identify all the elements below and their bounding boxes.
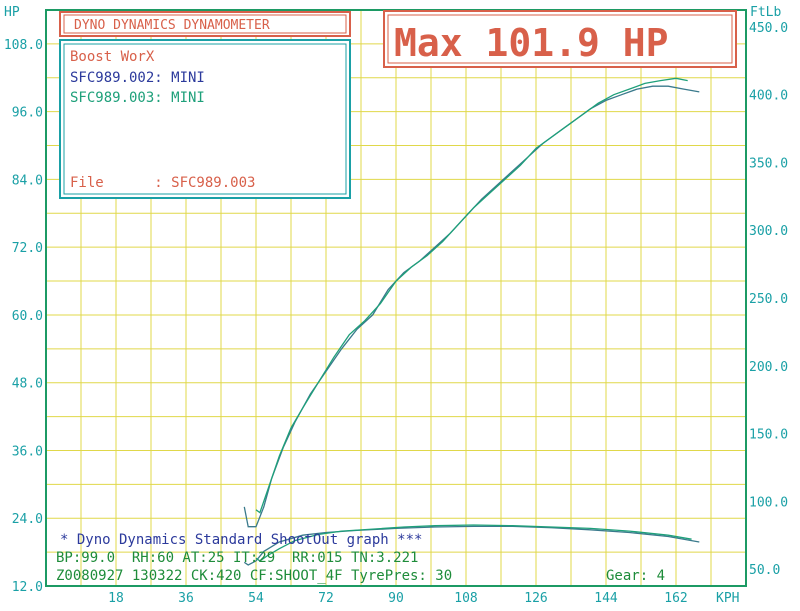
y-left-tick-label: 48.0 <box>12 377 43 392</box>
series-line-torque-1 <box>243 525 700 566</box>
power-torque-curves <box>243 77 700 566</box>
y-right-tick-label: 200.0 <box>749 360 788 375</box>
x-tick-label: 108 <box>454 591 477 606</box>
x-tick-label: 144 <box>594 591 618 606</box>
run-label-2: SFC989.003: MINI <box>70 90 205 106</box>
y-right-tick-label: 300.0 <box>749 224 788 239</box>
left-axis-unit: HP <box>4 5 20 20</box>
y-right-tick-label: 250.0 <box>749 292 788 307</box>
y-left-tick-label: 60.0 <box>12 309 43 324</box>
y-left-tick-label: 84.0 <box>12 173 43 188</box>
y-right-tick-label: 150.0 <box>749 428 788 443</box>
y-left-tick-label: 96.0 <box>12 106 43 121</box>
x-axis-unit: KPH <box>716 591 739 606</box>
y-right-tick-label: 450.0 <box>749 21 788 36</box>
x-tick-label: 72 <box>318 591 334 606</box>
y-right-tick-label: 100.0 <box>749 495 788 510</box>
x-tick-label: 18 <box>108 591 124 606</box>
max-hp-banner: Max 101.9 HP <box>383 10 737 68</box>
tick-labels: 12.0 24.0 36.0 48.0 60.0 72.0 84.0 96.0 108.0 50.… <box>4 21 788 606</box>
file-label: File : SFC989.003 <box>70 175 255 191</box>
series-line-power-2 <box>255 77 688 514</box>
x-tick-label: 54 <box>248 591 264 606</box>
series-line-torque-2 <box>255 524 692 562</box>
right-axis-unit: FtLb <box>750 5 781 20</box>
x-tick-label: 36 <box>178 591 194 606</box>
y-left-tick-label: 72.0 <box>12 241 43 256</box>
brand-banner: DYNO DYNAMICS DYNAMOMETER <box>59 11 351 37</box>
gear-label: Gear: 4 <box>606 568 665 584</box>
brand-title: DYNO DYNAMICS DYNAMOMETER <box>74 18 270 33</box>
footer-line-3: Z0080927 130322 CK:420 CF:SHOOT_4F TyreP… <box>56 568 452 584</box>
y-left-tick-label: 108.0 <box>4 38 43 53</box>
footer-info: * Dyno Dynamics Standard ShootOut graph … <box>56 532 665 584</box>
y-left-tick-label: 36.0 <box>12 444 43 459</box>
x-tick-label: 126 <box>524 591 547 606</box>
x-tick-label: 162 <box>664 591 687 606</box>
footer-line-2: BP:99.0 RH:60 AT:25 IT:29 RR:015 TN:3.22… <box>56 550 418 566</box>
run-info-box: Boost WorX SFC989.002: MINI SFC989.003: … <box>59 39 351 199</box>
y-right-tick-label: 350.0 <box>749 156 788 171</box>
y-left-tick-label: 24.0 <box>12 512 43 527</box>
max-hp-label: Max 101.9 HP <box>394 21 669 65</box>
footer-line-1: * Dyno Dynamics Standard ShootOut graph … <box>60 532 422 548</box>
shop-name: Boost WorX <box>70 49 155 65</box>
y-left-tick-label: 12.0 <box>12 580 43 595</box>
x-tick-label: 90 <box>388 591 404 606</box>
y-right-tick-label: 50.0 <box>749 563 780 578</box>
y-right-tick-label: 400.0 <box>749 89 788 104</box>
run-label-1: SFC989.002: MINI <box>70 70 205 86</box>
